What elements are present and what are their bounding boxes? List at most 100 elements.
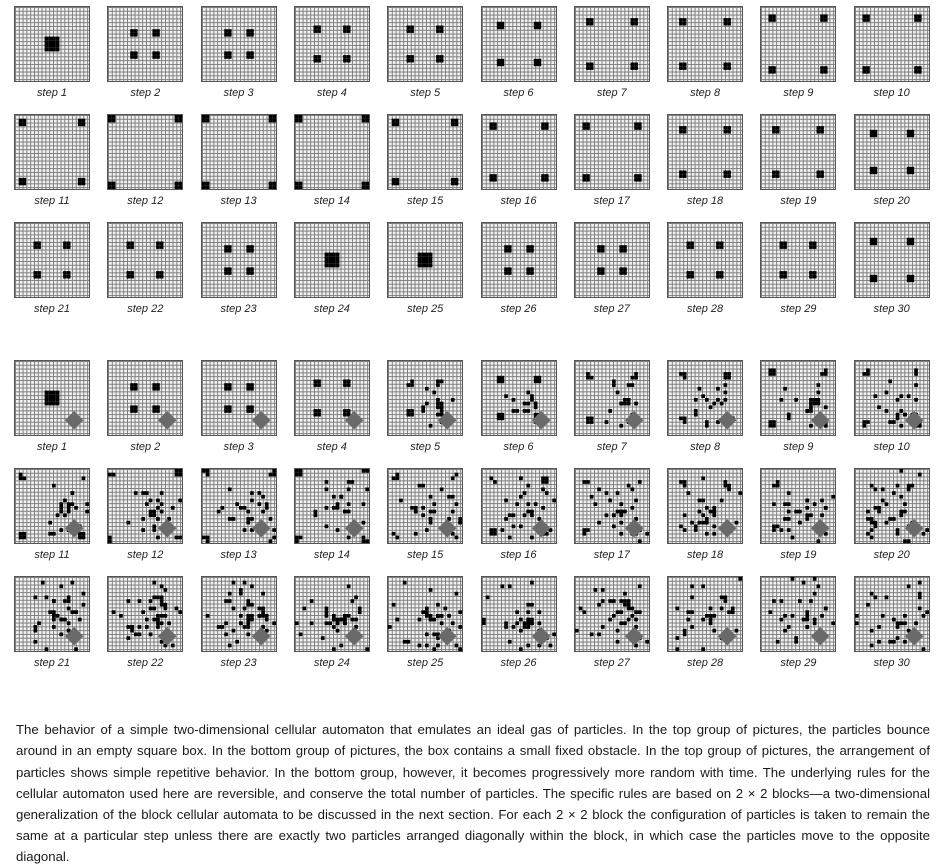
- particle-cell: [906, 584, 911, 589]
- particle-cell: [335, 628, 340, 633]
- particle-cell: [865, 517, 870, 521]
- particle-cell: [511, 409, 515, 413]
- cell-grid: [573, 468, 650, 544]
- particle-cell: [768, 368, 773, 373]
- particle-cell: [227, 267, 232, 272]
- automaton-panel: step 4: [292, 6, 372, 99]
- particle-cell: [174, 535, 179, 540]
- automaton-panel: step 1: [12, 360, 92, 453]
- cell-grid: [107, 576, 184, 652]
- particle-cell: [410, 58, 415, 63]
- particle-cell: [615, 390, 620, 395]
- particle-cell: [156, 271, 161, 275]
- particle-cell: [690, 520, 694, 525]
- particle-cell: [768, 18, 773, 22]
- automaton-panel: step 23: [199, 576, 279, 669]
- particle-cell: [533, 412, 537, 417]
- particle-cell: [776, 480, 780, 484]
- particle-cell: [876, 509, 881, 514]
- particle-cell: [679, 524, 683, 529]
- particle-cell: [787, 416, 791, 421]
- particle-cell: [813, 621, 817, 626]
- particle-cell: [152, 580, 157, 585]
- particle-cell: [600, 599, 605, 603]
- particle-cell: [205, 115, 209, 119]
- particle-cell: [776, 170, 780, 175]
- particle-cell: [816, 390, 821, 395]
- particle-cell: [496, 62, 500, 67]
- step-label: step 24: [313, 657, 350, 669]
- particle-cell: [63, 617, 67, 622]
- particle-cell: [245, 517, 250, 521]
- particle-cell: [820, 18, 825, 22]
- particle-cell: [622, 401, 627, 406]
- cell-grid: [853, 222, 930, 298]
- particle-cell: [604, 513, 609, 518]
- particle-cell: [77, 118, 82, 123]
- particle-cell: [820, 14, 825, 19]
- particle-cell: [551, 498, 556, 503]
- cell-grid: [200, 114, 277, 190]
- particle-cell: [488, 528, 493, 532]
- particle-cell: [134, 55, 138, 59]
- automaton-state: [44, 390, 84, 430]
- particle-cell: [178, 118, 183, 123]
- automaton-panel: step 30: [852, 222, 932, 315]
- particle-cell: [492, 126, 497, 130]
- particle-cell: [108, 472, 112, 477]
- particle-cell: [294, 469, 299, 473]
- particle-cell: [682, 129, 687, 134]
- particle-cell: [913, 621, 918, 626]
- particle-cell: [824, 606, 828, 611]
- particle-cell: [335, 252, 340, 257]
- particle-cell: [873, 520, 877, 525]
- cell-grid: [293, 576, 370, 652]
- cell-grid: [573, 6, 650, 82]
- particle-cell: [529, 509, 534, 514]
- particle-cell: [869, 237, 874, 242]
- particle-cell: [529, 398, 534, 402]
- particle-cell: [66, 621, 71, 626]
- particle-cell: [52, 531, 56, 536]
- particle-cell: [585, 420, 590, 424]
- particle-cell: [917, 472, 922, 477]
- particle-cell: [906, 166, 911, 171]
- particle-cell: [716, 420, 720, 424]
- particle-cell: [913, 372, 918, 376]
- particle-cell: [540, 480, 545, 484]
- particle-cell: [294, 539, 299, 543]
- particle-cell: [693, 398, 698, 402]
- particle-cell: [608, 617, 612, 622]
- particle-cell: [500, 584, 504, 589]
- automaton-state: [772, 126, 825, 178]
- particle-cell: [697, 498, 702, 503]
- particle-cell: [682, 372, 687, 376]
- particle-cell: [816, 383, 821, 387]
- particle-cell: [899, 509, 903, 514]
- particle-cell: [716, 274, 720, 279]
- particle-cell: [544, 476, 549, 481]
- particle-cell: [619, 248, 623, 253]
- particle-cell: [518, 524, 523, 529]
- particle-cell: [768, 66, 773, 70]
- particle-cell: [626, 383, 631, 387]
- particle-cell: [245, 621, 250, 626]
- particle-cell: [522, 513, 526, 518]
- particle-cell: [854, 621, 859, 626]
- step-label: step 3: [223, 441, 254, 453]
- particle-cell: [52, 610, 56, 614]
- automaton-state: [111, 580, 183, 648]
- particle-cell: [820, 498, 825, 503]
- obstacle: [904, 410, 924, 430]
- particle-cell: [249, 271, 254, 275]
- step-label: step 29: [780, 303, 817, 315]
- particle-cell: [507, 267, 512, 272]
- cell-grid: [107, 114, 184, 190]
- particle-cell: [783, 274, 788, 279]
- particle-cell: [439, 58, 444, 63]
- particle-cell: [869, 274, 874, 279]
- particle-cell: [682, 126, 687, 130]
- particle-cell: [178, 610, 183, 614]
- particle-cell: [428, 614, 433, 618]
- particle-cell: [22, 531, 27, 536]
